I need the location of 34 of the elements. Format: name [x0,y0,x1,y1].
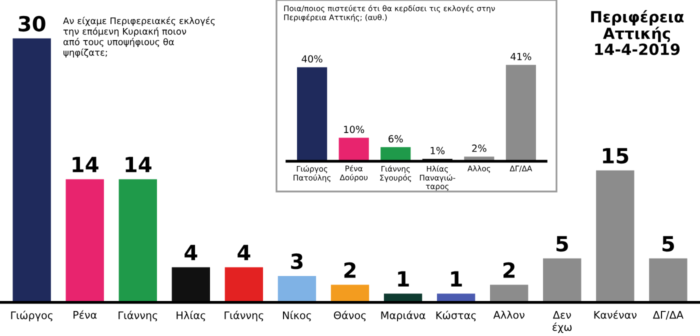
x-tick-label: Κώστας [436,310,476,322]
x-tick-label: Αλλον [493,310,524,319]
data-label: 6% [388,135,403,143]
x-tick-label: Γιώργος [11,310,52,322]
data-label: 5 [556,236,568,252]
x-tick-label: ΔΓ/ΔΑ [652,311,684,320]
data-label: 2% [472,144,486,152]
x-tick-label: Νίκος [283,310,311,322]
data-label: 1% [430,146,445,154]
data-label: 2 [503,262,515,278]
x-tick-label: Μαριάνα [381,310,426,322]
data-label: 4 [184,244,198,260]
x-tick-label: Θάνος [334,310,366,322]
x-tick-label: Κανέναν [594,310,636,319]
x-tick-label: Γιάννης [224,310,264,322]
x-tick-label: Ηλίας [176,310,206,322]
data-label: 14 [126,156,152,172]
data-label: 2 [344,262,356,278]
data-label: 40% [302,55,322,63]
data-label: 14 [72,156,98,172]
data-label: 10% [344,126,364,134]
data-label: 5 [662,236,674,252]
data-label: 15 [603,148,628,164]
data-label: 1 [451,271,462,286]
x-tick-label: Δεν έχω [552,311,572,333]
data-label: 30 [18,16,46,32]
data-label: 41% [510,52,532,60]
chart-subtitle: Αν είχαμε Περιφερειακές εκλογές την επόμενη Κυριακή ποιον από τους υποψήφιους θα ψηφίζατε; [63,16,215,58]
data-label: 1 [398,271,409,286]
x-tick-label: Γιάννης [118,310,158,322]
data-label: 4 [238,244,250,260]
chart-title: Περιφέρεια Αττικής 14-4-2019 [591,10,684,56]
x-tick-label: Ρένα [74,310,97,319]
data-label: 3 [291,253,303,270]
